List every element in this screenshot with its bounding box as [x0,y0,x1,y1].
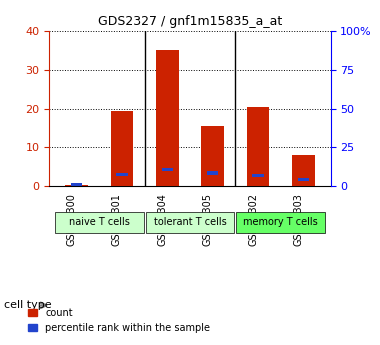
Bar [207,171,218,175]
Text: GSM87304: GSM87304 [157,193,167,246]
Bar [71,183,82,186]
Title: GDS2327 / gnf1m15835_a_at: GDS2327 / gnf1m15835_a_at [98,16,282,29]
FancyBboxPatch shape [146,211,234,233]
Bar [162,168,173,171]
Text: memory T cells: memory T cells [243,217,318,227]
FancyBboxPatch shape [55,211,144,233]
Text: naive T cells: naive T cells [69,217,130,227]
Text: GSM87303: GSM87303 [293,193,303,246]
Bar [292,155,315,186]
Text: GSM87301: GSM87301 [112,193,122,246]
Bar [111,110,133,186]
Bar [247,107,269,186]
Bar [252,174,264,177]
Bar [65,185,88,186]
Bar [156,50,179,186]
Legend: count, percentile rank within the sample: count, percentile rank within the sample [24,304,214,337]
Text: GSM87300: GSM87300 [66,193,77,246]
Text: GSM87305: GSM87305 [203,193,213,246]
Text: cell type: cell type [4,300,51,310]
Bar [298,178,309,181]
FancyBboxPatch shape [236,211,325,233]
Text: tolerant T cells: tolerant T cells [154,217,226,227]
Bar [201,126,224,186]
Text: GSM87302: GSM87302 [248,193,258,246]
Bar [116,173,128,176]
